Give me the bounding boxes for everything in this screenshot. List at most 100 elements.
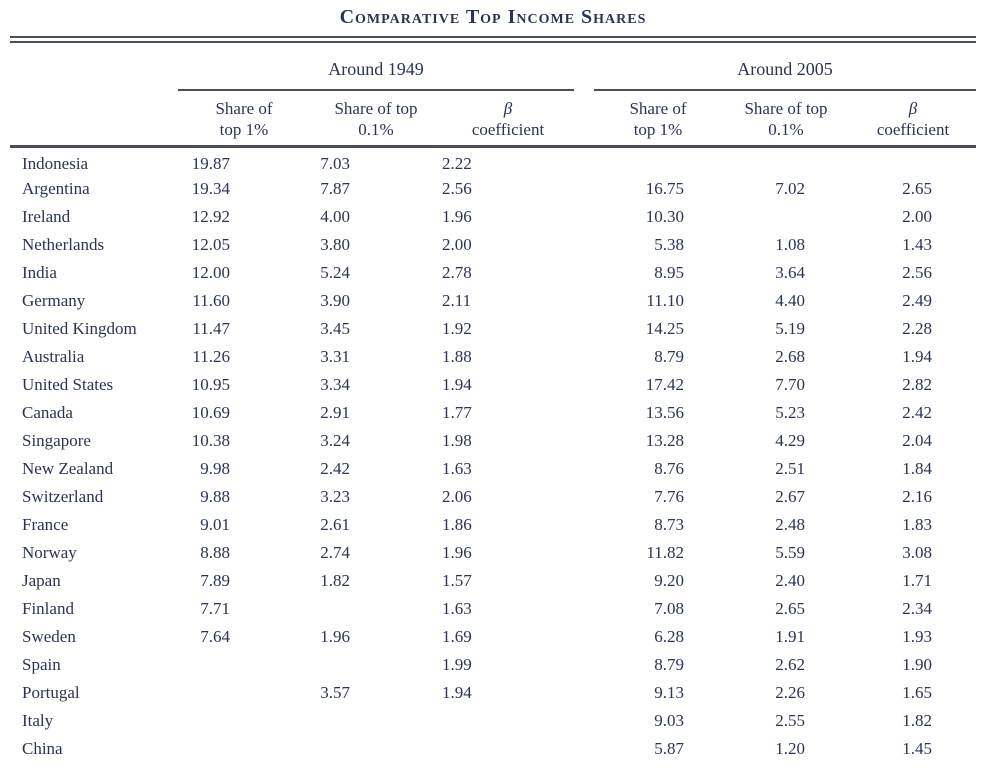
value-cell: 9.88 [200,486,230,506]
value-cell: 10.95 [191,374,230,394]
table-row: Ireland 12.92 4.00 1.96 10.30 2.00 [10,203,976,231]
value-cell: 9.03 [654,710,685,730]
value-cell: 11.47 [192,318,230,338]
table-header: Around 1949 Around 2005 Share of top 1% S… [10,43,977,148]
gap-cell [574,371,594,399]
group-header-1949: Around 1949 [178,43,575,91]
value-cell: 1.96 [442,206,472,226]
value-cell: 2.28 [902,318,933,338]
col-header-line: Share of [629,99,687,118]
table-row: Finland 7.71 1.63 7.08 2.65 2.34 [10,595,976,623]
col-header-line: 0.1% [358,120,394,139]
table-row: New Zealand 9.98 2.42 1.63 8.76 2.51 1.84 [10,455,976,483]
beta-symbol: β [503,99,513,118]
gap-cell [574,567,594,595]
table-row: Spain 1.99 8.79 2.62 1.90 [10,651,976,679]
value-cell [442,735,574,763]
value-cell: 3.08 [902,542,933,562]
value-cell: 3.80 [320,234,350,254]
country-cell: New Zealand [22,458,114,478]
value-cell: 7.02 [775,178,806,198]
value-cell: 2.65 [902,178,933,198]
country-cell: Spain [22,654,61,674]
value-cell: 2.00 [902,206,933,226]
table-row: Indonesia 19.87 7.03 2.22 [10,147,976,175]
country-cell: Australia [22,346,85,366]
value-cell: 1.63 [442,458,472,478]
value-cell: 5.24 [320,262,350,282]
country-header-spacer [10,43,178,90]
value-cell: 2.49 [902,290,933,310]
table-row: Singapore 10.38 3.24 1.98 13.28 4.29 2.04 [10,427,976,455]
value-cell: 2.48 [775,514,806,534]
value-cell: 7.64 [200,626,230,646]
col-header-line: coefficient [876,120,950,139]
value-cell: 1.84 [902,458,933,478]
gap-cell [574,539,594,567]
value-cell: 1.92 [442,318,472,338]
value-cell: 2.67 [775,486,806,506]
table-row: Norway 8.88 2.74 1.96 11.82 5.59 3.08 [10,539,976,567]
value-cell: 1.99 [442,654,472,674]
value-cell: 6.28 [654,626,685,646]
col-header-share1pct-1949: Share of top 1% [178,90,310,148]
col-header-line: Share of top [334,99,418,118]
value-cell [310,735,442,763]
value-cell: 17.42 [645,374,685,394]
value-cell: 2.61 [320,514,350,534]
value-cell: 2.56 [902,262,933,282]
group-header-2005: Around 2005 [594,43,977,91]
country-cell: China [22,738,63,758]
value-cell [178,735,310,763]
value-cell: 5.87 [654,738,685,758]
gap-cell [574,259,594,287]
value-cell: 2.91 [320,402,350,422]
value-cell: 1.65 [902,682,933,702]
country-cell: Argentina [22,178,90,198]
value-cell: 19.34 [191,178,230,198]
value-cell: 2.74 [320,542,350,562]
value-cell: 10.69 [191,402,230,422]
value-cell: 5.38 [654,234,685,254]
value-cell: 9.01 [200,514,230,534]
value-cell: 7.71 [200,598,230,618]
value-cell: 1.98 [442,430,472,450]
value-cell: 7.70 [775,374,806,394]
table-row: China 5.87 1.20 1.45 [10,735,976,763]
value-cell: 2.68 [775,346,806,366]
value-cell [310,595,442,623]
gap-cell [574,511,594,539]
gap-cell [574,175,594,203]
col-header-share01pct-1949: Share of top 0.1% [310,90,442,148]
value-cell: 1.08 [775,234,806,254]
gap-cell [574,203,594,231]
value-cell: 2.55 [775,710,806,730]
gap-cell [574,455,594,483]
value-cell: 13.56 [645,402,685,422]
value-cell [594,147,722,175]
gap-cell [574,287,594,315]
value-cell [178,651,310,679]
value-cell [178,679,310,707]
gap-cell [574,679,594,707]
value-cell: 11.82 [646,542,685,562]
value-cell: 5.23 [775,402,806,422]
country-cell: Ireland [22,206,71,226]
table-row: Netherlands 12.05 3.80 2.00 5.38 1.08 1.43 [10,231,976,259]
value-cell: 1.94 [902,346,933,366]
value-cell: 8.76 [654,458,685,478]
value-cell: 5.59 [775,542,806,562]
col-header-line: Share of [215,99,273,118]
value-cell: 1.88 [442,346,472,366]
value-cell: 3.23 [320,486,350,506]
country-cell: Canada [22,402,73,422]
value-cell: 1.94 [442,682,472,702]
gap-cell [574,483,594,511]
table-row: Argentina 19.34 7.87 2.56 16.75 7.02 2.65 [10,175,976,203]
value-cell: 1.63 [442,598,472,618]
table-row: Switzerland 9.88 3.23 2.06 7.76 2.67 2.16 [10,483,976,511]
value-cell [178,707,310,735]
country-cell: Japan [22,570,61,590]
col-header-line: top 1% [219,120,269,139]
